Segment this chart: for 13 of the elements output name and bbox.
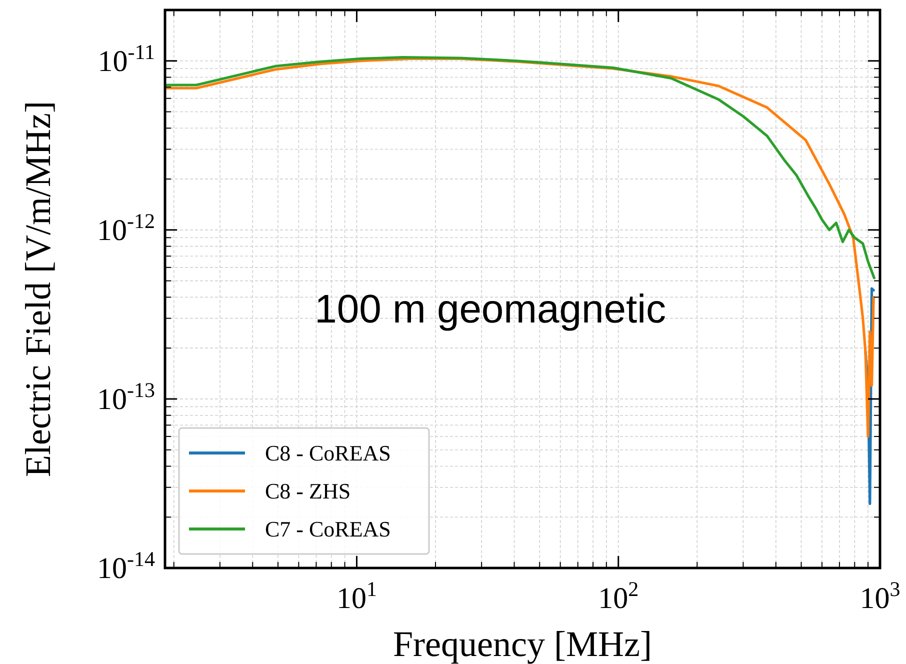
x-tick-label: 10$^{3}$ — [860, 577, 900, 615]
legend-label: C8 - CoREAS — [265, 440, 391, 466]
y-tick-label: 10$^{-11}$ — [98, 40, 155, 78]
x-tick-label: 10$^{2}$ — [598, 577, 639, 615]
y-tick-label: 10$^{-12}$ — [97, 208, 155, 247]
x-axis-title: Frequency [MHz] — [393, 624, 652, 664]
y-tick-label: 10$^{-14}$ — [97, 547, 156, 585]
y-axis-title: Electric Field [V/m/MHz] — [18, 101, 58, 477]
y-tick-label: 10$^{-13}$ — [97, 378, 155, 416]
annotation: 100 m geomagnetic — [314, 287, 666, 332]
legend-label: C7 - CoREAS — [265, 516, 391, 542]
x-tick-label: 10$^{1}$ — [336, 577, 377, 615]
legend-label: C8 - ZHS — [265, 478, 351, 504]
